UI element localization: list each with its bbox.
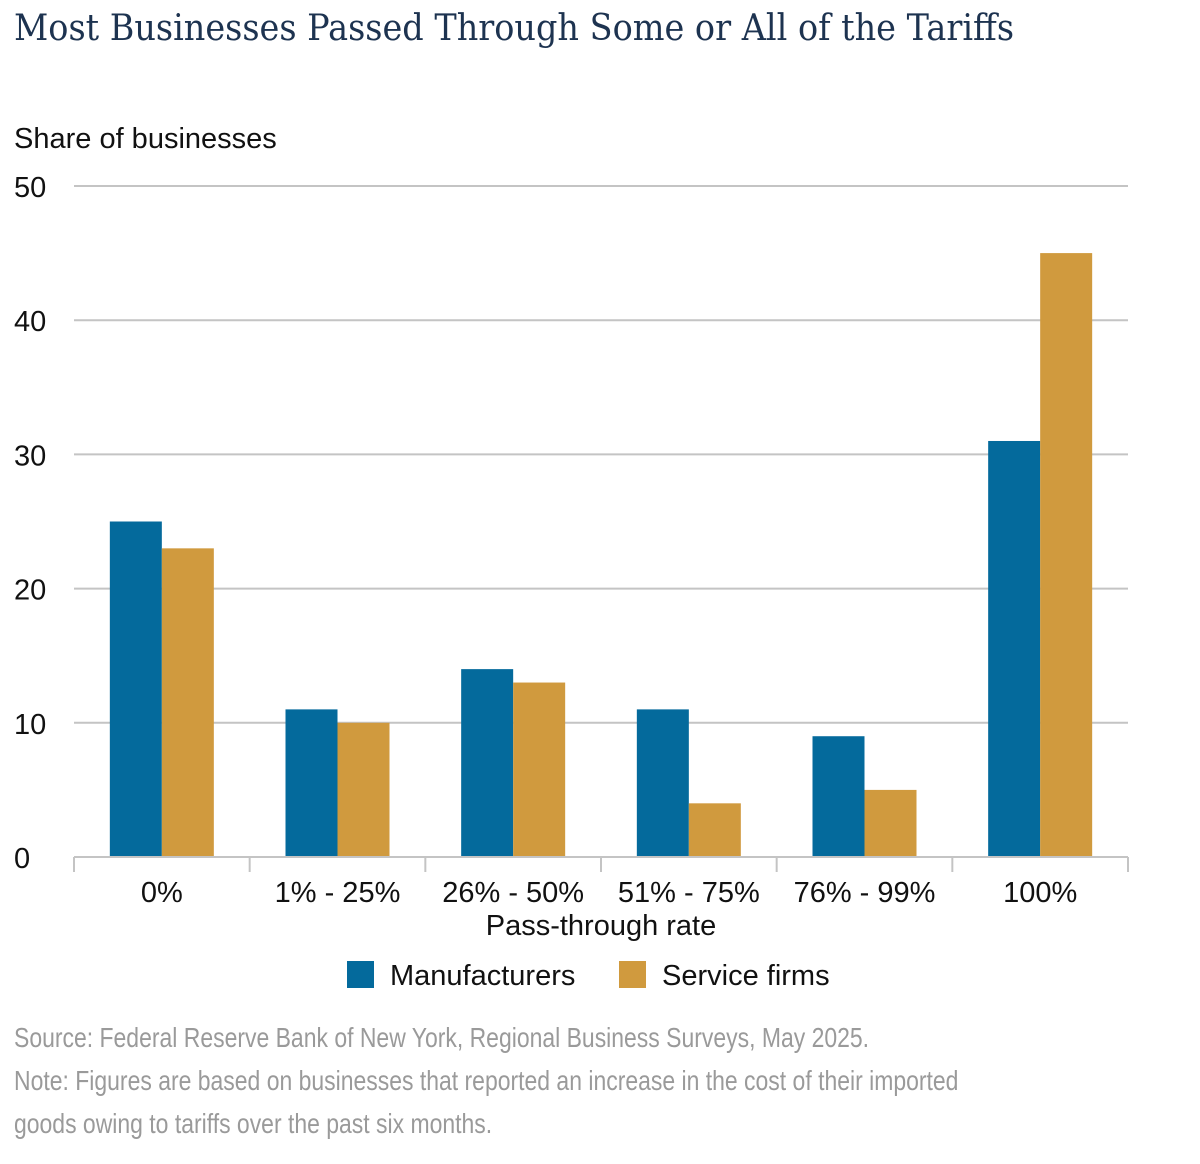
y-tick-label: 10 xyxy=(14,709,46,741)
chart-title: Most Businesses Passed Through Some or A… xyxy=(14,8,1015,49)
y-tick-label: 0 xyxy=(14,843,30,875)
bar-service-firms xyxy=(337,722,390,857)
x-axis-label: Pass-through rate xyxy=(486,910,717,942)
y-tick-label: 30 xyxy=(14,440,46,472)
x-tick-label: 100% xyxy=(1003,877,1077,909)
bar-manufacturers xyxy=(812,736,865,857)
bar-service-firms xyxy=(513,682,566,857)
legend-label: Manufacturers xyxy=(390,960,575,992)
bar-manufacturers xyxy=(461,669,514,857)
bar-service-firms xyxy=(1040,253,1093,858)
legend-swatch xyxy=(619,961,646,988)
bar-service-firms xyxy=(161,548,214,857)
bar-chart: Share of businesses 0 10 20 30 40 50 0% 1% - 25%… xyxy=(14,123,1129,992)
bar-manufacturers xyxy=(109,521,162,857)
y-tick-label: 40 xyxy=(14,306,46,338)
source-text: Source: Federal Reserve Bank of New York… xyxy=(14,1022,870,1053)
y-axis-label: Share of businesses xyxy=(14,123,277,155)
x-tick-label: 76% - 99% xyxy=(794,877,936,909)
bar-manufacturers xyxy=(285,709,338,857)
bar-manufacturers xyxy=(988,440,1041,857)
y-tick-label: 20 xyxy=(14,575,46,607)
bar-service-firms xyxy=(688,803,741,857)
x-tick-label: 1% - 25% xyxy=(275,877,401,909)
chart-notes: Source: Federal Reserve Bank of New York… xyxy=(14,1016,958,1145)
bar-service-firms xyxy=(864,789,917,857)
legend-swatch xyxy=(347,961,374,988)
x-tick-label: 51% - 75% xyxy=(618,877,760,909)
note-line-2: goods owing to tariffs over the past six… xyxy=(14,1108,493,1139)
note-line-1: Note: Figures are based on businesses th… xyxy=(14,1065,959,1096)
legend-label: Service firms xyxy=(662,960,830,992)
x-tick-label: 26% - 50% xyxy=(442,877,584,909)
y-tick-label: 50 xyxy=(14,172,46,204)
bar-manufacturers xyxy=(636,709,689,857)
x-tick-label: 0% xyxy=(141,877,183,909)
